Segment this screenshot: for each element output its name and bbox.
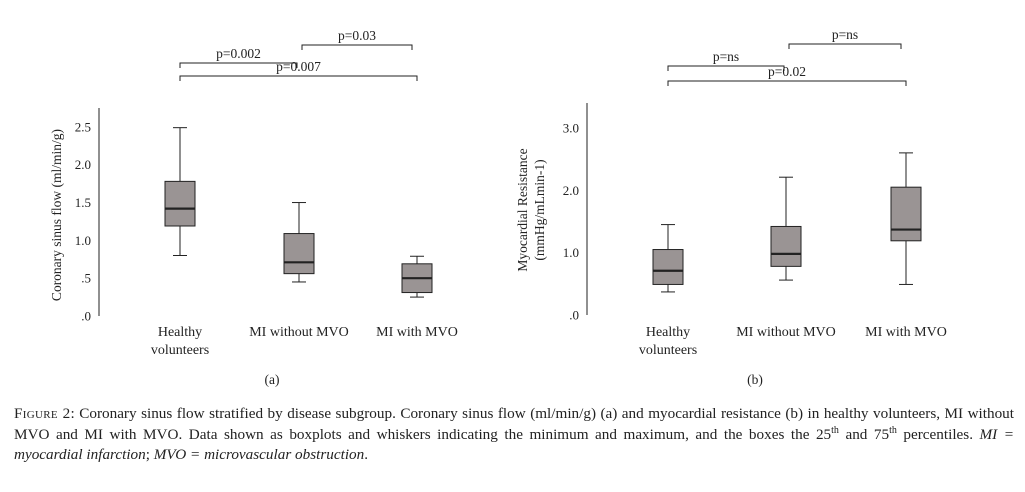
box-plot-2 <box>283 202 315 283</box>
x-category-label-line: volunteers <box>151 343 209 358</box>
x-category-label-line: MI without MVO <box>249 325 349 340</box>
p-value-label: p=0.03 <box>338 28 376 43</box>
box-plot-2 <box>770 176 802 281</box>
significance-bracket: p=ns <box>667 49 785 71</box>
box-iqr <box>652 249 684 285</box>
y-axis-label: Myocardial Resistance (mmHg/mLmin-1) <box>515 148 547 271</box>
significance-bracket: p=0.02 <box>667 64 907 86</box>
x-category-label-line: MI without MVO <box>736 325 836 340</box>
caption-italic-mvo: MVO = microvascular obstruction <box>153 446 365 463</box>
panel-label: (b) <box>747 372 763 387</box>
caption-text-4: ; <box>145 446 154 463</box>
figure: .0 .5 1.0 1.5 2.0 2.5 Coronary sinus flow (ml/… <box>49 27 947 387</box>
caption-italic-mi: MI = myocardial infarction <box>14 425 1014 464</box>
y-tick-label: 2.0 <box>75 157 91 172</box>
y-axis-label: Coronary sinus flow (ml/min/g) <box>49 129 64 301</box>
box-plot-3 <box>401 255 433 298</box>
y-tick-label: 2.5 <box>75 119 91 134</box>
x-category-label: Healthy volunteers <box>639 325 697 358</box>
box-plot-1 <box>652 224 684 293</box>
x-category-label-line: MI with MVO <box>865 325 947 340</box>
x-category-label: MI with MVO <box>865 325 947 340</box>
significance-bracket: p=0.03 <box>301 28 413 50</box>
bracket-line <box>788 43 902 49</box>
y-tick-label: .0 <box>569 308 579 323</box>
y-axis-label-line: (mmHg/mLmin-1) <box>532 159 547 260</box>
caption-sup-2: th <box>889 424 897 436</box>
significance-bracket: p=0.007 <box>179 59 418 81</box>
caption-text-2: and 75 <box>838 425 890 443</box>
bracket-line <box>179 75 418 81</box>
significance-bracket: p=0.002 <box>179 46 298 68</box>
y-tick-label: .0 <box>81 309 91 324</box>
x-category-label-line: Healthy <box>646 325 690 340</box>
p-value-label: p=0.007 <box>276 59 321 74</box>
x-category-label-line: volunteers <box>639 343 697 358</box>
x-category-label: MI without MVO <box>249 325 349 340</box>
box-iqr <box>890 186 922 242</box>
caption-text-3: percentiles. <box>896 425 980 443</box>
panel-a-coronary-sinus-flow: .0 .5 1.0 1.5 2.0 2.5 Coronary sinus flow (ml/… <box>49 28 458 387</box>
y-tick-label: 3.0 <box>563 120 579 135</box>
y-tick-label: 1.5 <box>75 195 91 210</box>
figure-caption: Figure 2: Coronary sinus flow stratified… <box>14 404 1014 466</box>
p-value-label: p=0.02 <box>768 64 806 79</box>
caption-sup-1: th <box>831 424 839 436</box>
y-tick-label: 1.0 <box>563 245 579 260</box>
significance-bracket: p=ns <box>788 27 902 49</box>
x-category-label: Healthy volunteers <box>151 325 209 358</box>
y-axis-label-line: Myocardial Resistance <box>515 148 530 271</box>
bracket-line <box>179 62 298 68</box>
box-plot-1 <box>164 127 196 256</box>
p-value-label: p=0.002 <box>216 46 261 61</box>
p-value-label: p=ns <box>832 27 858 42</box>
caption-text-5: . <box>364 446 369 463</box>
box-iqr <box>770 225 802 267</box>
box-plot-3 <box>890 152 922 285</box>
caption-text-1: : Coronary sinus flow stratified by dise… <box>14 405 1014 443</box>
bracket-line <box>667 80 907 86</box>
y-axis-label-line: Coronary sinus flow (ml/min/g) <box>49 129 64 301</box>
bracket-line <box>301 44 413 50</box>
y-tick-label: 2.0 <box>563 183 579 198</box>
panel-label: (a) <box>265 372 280 387</box>
x-category-label-line: Healthy <box>158 325 202 340</box>
box-iqr <box>164 180 196 227</box>
y-tick-label: .5 <box>81 271 91 286</box>
y-tick-label: 1.0 <box>75 233 91 248</box>
caption-figure-label: Figure 2 <box>14 405 71 422</box>
bracket-line <box>667 65 785 71</box>
x-category-label: MI without MVO <box>736 325 836 340</box>
box-iqr <box>283 233 315 275</box>
p-value-label: p=ns <box>713 49 739 64</box>
panel-b-myocardial-resistance: .0 1.0 2.0 3.0 Myocardial Resistance (mmHg/mL… <box>515 27 947 387</box>
x-category-label-line: MI with MVO <box>376 325 458 340</box>
x-category-label: MI with MVO <box>376 325 458 340</box>
